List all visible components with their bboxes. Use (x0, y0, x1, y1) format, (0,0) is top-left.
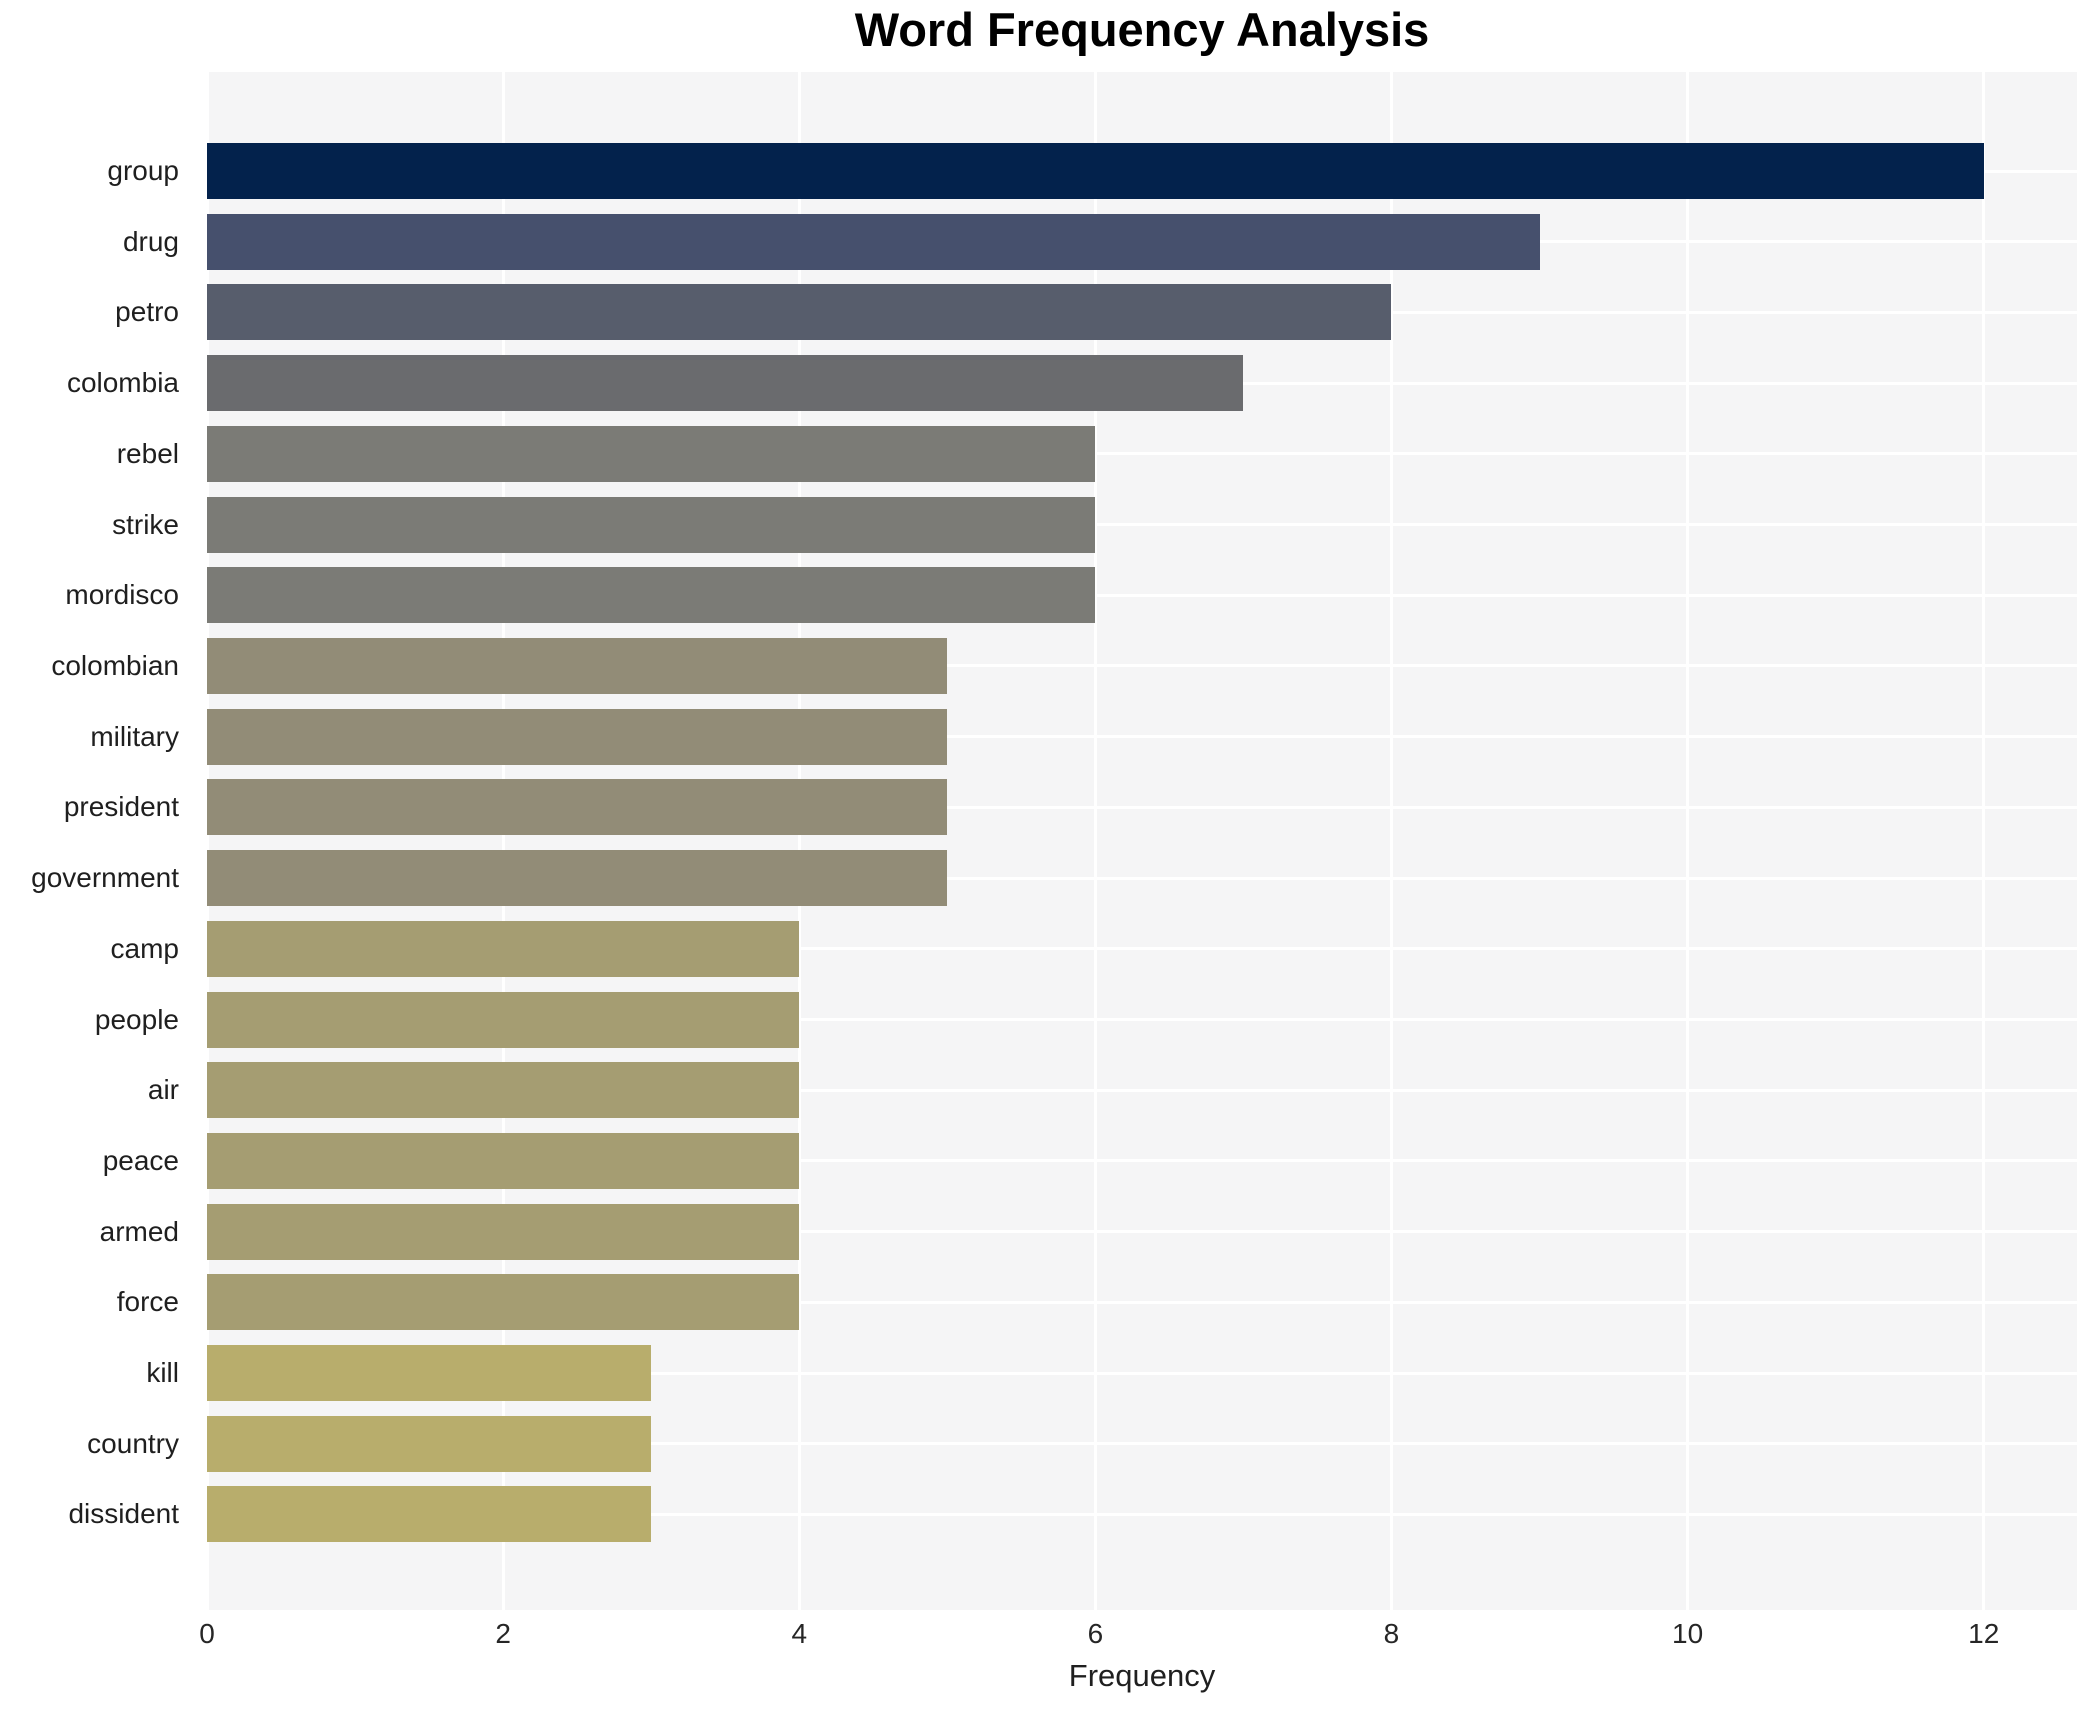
x-tick-label: 8 (1383, 1618, 1400, 1649)
y-tick-label: drug (122, 225, 179, 257)
h-gridline (207, 1159, 2077, 1163)
y-tick-label: colombian (51, 649, 179, 681)
y-tick-label: country (87, 1427, 179, 1459)
y-axis: group drug petro colombia rebel strike mordisc… (0, 72, 193, 1610)
v-gridline (1389, 72, 1393, 1610)
bar-drug (207, 213, 1540, 270)
bar-country (207, 1415, 652, 1472)
y-tick-label: group (107, 155, 179, 186)
bar-peace (207, 1132, 800, 1189)
y-tick-label: people (94, 1003, 179, 1035)
y-tick-label: strike (112, 508, 179, 540)
bar-group (207, 143, 1984, 199)
x-tick-label: 6 (1087, 1618, 1104, 1649)
bar-strike (207, 496, 1096, 553)
h-gridline (207, 1300, 2077, 1304)
h-gridline (207, 876, 2077, 880)
y-tick-label: armed (99, 1215, 179, 1247)
h-gridline (207, 523, 2077, 527)
bar-rebel (207, 425, 1096, 482)
bar-armed (207, 1203, 800, 1260)
bar-military (207, 708, 948, 765)
x-axis-label: Frequency (1068, 1658, 1216, 1693)
h-gridline (207, 664, 2077, 668)
plot-area (207, 72, 2077, 1610)
y-tick-label: colombia (66, 367, 179, 399)
bar-petro (207, 284, 1392, 341)
h-gridline (207, 1088, 2077, 1092)
h-gridline (207, 947, 2077, 951)
y-tick-label: force (116, 1286, 179, 1318)
bar-colombia (207, 355, 1244, 412)
x-tick-label: 0 (199, 1618, 215, 1649)
v-gridline (1093, 72, 1097, 1610)
v-gridline (501, 72, 505, 1610)
x-axis: 0 2 4 6 8 10 12 (0, 1618, 2085, 1658)
bar-force (207, 1274, 800, 1331)
h-gridline (207, 1371, 2077, 1375)
h-gridline (207, 735, 2077, 739)
bar-mordisco (207, 567, 1096, 624)
y-tick-label: rebel (116, 437, 179, 469)
bar-air (207, 1062, 800, 1119)
y-tick-label: government (31, 862, 179, 894)
y-tick-label: peace (102, 1144, 179, 1176)
h-gridline (207, 805, 2077, 809)
h-gridline (207, 452, 2077, 456)
y-tick-label: air (147, 1074, 179, 1106)
y-tick-label: camp (110, 932, 179, 964)
x-tick-label: 4 (791, 1618, 808, 1649)
y-tick-label: petro (115, 296, 179, 328)
bar-president (207, 779, 948, 836)
bar-colombian (207, 637, 948, 694)
y-tick-label: military (90, 720, 179, 752)
h-gridline (207, 1442, 2077, 1446)
h-gridline (207, 593, 2077, 597)
bar-people (207, 991, 800, 1048)
x-tick-label: 2 (495, 1618, 511, 1649)
v-gridline (1982, 72, 1986, 1610)
v-gridline (1686, 72, 1690, 1610)
v-gridline (797, 72, 801, 1610)
x-tick-label: 10 (1672, 1618, 1704, 1649)
bar-kill (207, 1345, 652, 1402)
y-tick-label: president (63, 791, 179, 823)
h-gridline (207, 1512, 2077, 1516)
y-tick-label: kill (146, 1357, 179, 1389)
chart-title: Word Frequency Analysis (854, 3, 1430, 56)
bar-dissident (207, 1486, 652, 1543)
h-gridline (207, 1230, 2077, 1234)
v-gridline (207, 72, 209, 1610)
x-tick-label: 12 (1968, 1618, 2000, 1649)
y-tick-label: dissident (68, 1498, 179, 1530)
bar-government (207, 850, 948, 907)
y-tick-label: mordisco (65, 579, 179, 611)
h-gridline (207, 1018, 2077, 1022)
bar-camp (207, 920, 800, 977)
